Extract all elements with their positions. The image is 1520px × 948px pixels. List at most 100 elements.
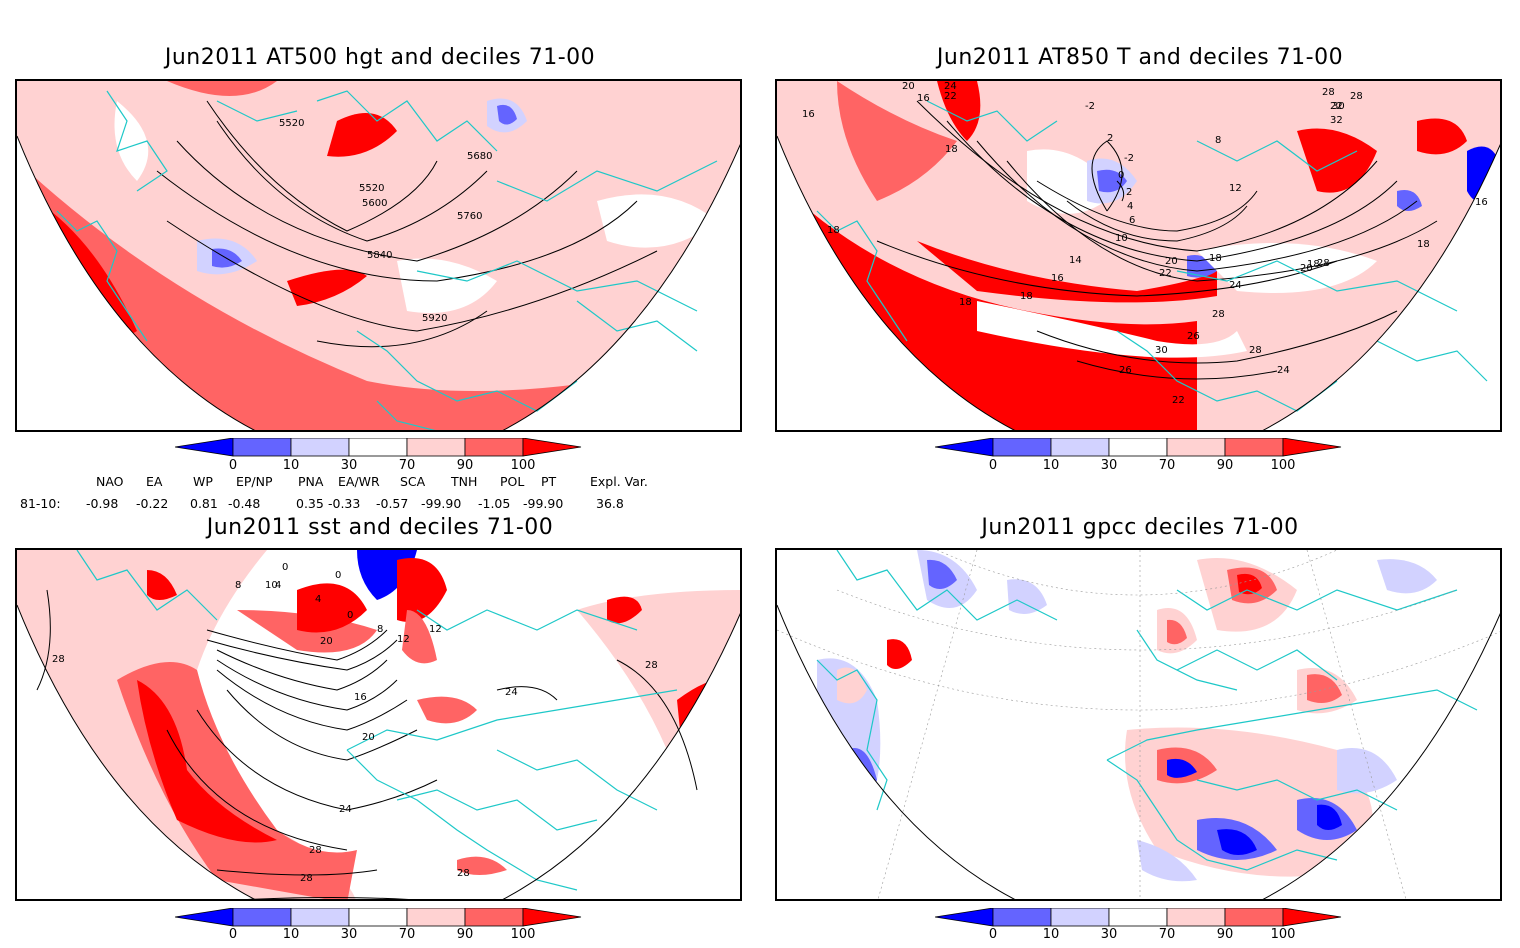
colorbar-tick: 70: [399, 927, 416, 940]
contour-label: 22: [944, 91, 957, 102]
contour-label: 5520: [359, 183, 384, 194]
colorbar-tick: 90: [1217, 927, 1234, 940]
contour-label: 12: [429, 624, 442, 635]
contour-label: 5600: [362, 198, 387, 209]
contour-label: 18: [1209, 253, 1222, 264]
contour-label: 5760: [457, 211, 482, 222]
contour-label: 18: [945, 144, 958, 155]
tc-header: TNH: [451, 474, 478, 489]
contour-label: 30: [1155, 345, 1168, 356]
tc-header: EP/NP: [236, 474, 273, 489]
contour-label: 20: [362, 732, 375, 743]
colorbar-bottom-right: 0 10 30 70 90 100: [934, 907, 1355, 948]
tc-value: -0.33: [328, 496, 361, 511]
colorbar-tick: 10: [283, 458, 300, 473]
colorbar-tick: 30: [1101, 458, 1118, 473]
contour-label: 5920: [422, 313, 447, 324]
contour-label: 16: [1051, 273, 1064, 284]
contour-label: 30: [1332, 101, 1345, 112]
tc-header: WP: [193, 474, 213, 489]
contour-label: 8: [377, 624, 383, 635]
contour-label: 20: [902, 81, 915, 92]
map-panel-at500: 5520 5680 5520 5600 5760 5840 5920: [15, 79, 742, 432]
contour-label: 24: [1229, 280, 1242, 291]
contour-label: -2: [1085, 101, 1095, 112]
tc-value: -0.57: [376, 496, 409, 511]
contour-label: 24: [339, 804, 352, 815]
map-sst: 28 8 10 0 4 0 4 0 8 12 12 16 20 24 24 28…: [17, 550, 740, 899]
colorbar-tick: 90: [457, 927, 474, 940]
contour-label: 8: [1215, 135, 1221, 146]
panel-title-gpcc: Jun2011 gpcc deciles 71-00: [981, 515, 1299, 540]
colorbar-tick: 0: [229, 927, 237, 940]
tc-header: EA/WR: [338, 474, 380, 489]
map-panel-sst: 28 8 10 0 4 0 4 0 8 12 12 16 20 24 24 28…: [15, 548, 742, 901]
colorbar-tick: 30: [341, 927, 358, 940]
contour-label: 10: [1115, 233, 1128, 244]
colorbar-top-right: 0 10 30 70 90 100: [934, 437, 1355, 478]
contour-label: 18: [827, 225, 840, 236]
contour-label: 28: [1317, 258, 1330, 269]
tc-value: -0.98: [86, 496, 119, 511]
contour-label: 16: [802, 109, 815, 120]
contour-label: 28: [1350, 91, 1363, 102]
tc-header: SCA: [400, 474, 426, 489]
colorbar-top-left: 0 10 30 70 90 100: [174, 437, 595, 478]
colorbar-tick: 0: [989, 927, 997, 940]
tc-header: PNA: [298, 474, 324, 489]
contour-label: 16: [354, 692, 367, 703]
map-at500: 5520 5680 5520 5600 5760 5840 5920: [17, 81, 740, 430]
map-panel-gpcc: [775, 548, 1502, 901]
colorbar-bottom-left: 0 10 30 70 90 100: [174, 907, 595, 948]
colorbar-tick: 10: [1043, 927, 1060, 940]
contour-label: 0: [282, 562, 288, 573]
panel-title-at500: Jun2011 AT500 hgt and deciles 71-00: [164, 45, 596, 70]
colorbar-svg: 0 10 30 70 90 100: [934, 907, 1342, 942]
colorbar-tick: 30: [341, 458, 358, 473]
contour-label: 4: [1127, 201, 1133, 212]
contour-label: 12: [397, 634, 410, 645]
contour-label: 5680: [467, 151, 492, 162]
contour-label: 14: [1069, 255, 1082, 266]
teleconnection-values: 81-10: -0.98 -0.22 0.81 -0.48 0.35 -0.33…: [18, 496, 678, 512]
colorbar-tick: 10: [283, 927, 300, 940]
tc-value: -99.90: [523, 496, 564, 511]
contour-label: 28: [309, 845, 322, 856]
contour-label: -2: [1124, 153, 1134, 164]
tc-value: -99.90: [421, 496, 462, 511]
contour-label: 28: [457, 868, 470, 879]
contour-label: 2: [1107, 133, 1113, 144]
colorbar-svg: 0 10 30 70 90 100: [174, 437, 582, 473]
colorbar-svg: 0 10 30 70 90 100: [174, 907, 582, 942]
contour-label: 4: [275, 580, 281, 591]
colorbar-tick: 70: [399, 458, 416, 473]
colorbar-tick: 90: [457, 458, 474, 473]
contour-label: 6: [1129, 215, 1135, 226]
contour-label: 10: [265, 580, 278, 591]
contour-label: 28: [1249, 345, 1262, 356]
tc-header: NAO: [96, 474, 124, 489]
tc-value: 0.81: [190, 496, 218, 511]
contour-label: 5520: [279, 118, 304, 129]
colorbar-tick: 70: [1159, 458, 1176, 473]
contour-label: 18: [1307, 259, 1320, 270]
map-at850: 20 24 22 16 18 16 -2 2 -2 0 2 4 6 8 12 1…: [777, 81, 1500, 430]
contour-label: 12: [1229, 183, 1242, 194]
contour-label: 24: [1277, 365, 1290, 376]
tc-row-label: 81-10:: [20, 496, 61, 511]
contour-label: 28: [645, 660, 658, 671]
colorbar-tick: 100: [511, 927, 536, 940]
tc-value: -0.22: [136, 496, 169, 511]
contour-label: 24: [944, 81, 957, 92]
contour-label: 5840: [367, 250, 392, 261]
colorbar-tick: 30: [1101, 927, 1118, 940]
map-panel-at850: 20 24 22 16 18 16 -2 2 -2 0 2 4 6 8 12 1…: [775, 79, 1502, 432]
contour-label: 28: [300, 873, 313, 884]
colorbar-tick: 70: [1159, 927, 1176, 940]
contour-label: 32: [1330, 115, 1343, 126]
contour-label: 2: [1126, 187, 1132, 198]
contour-label: 20: [320, 636, 333, 647]
tc-value: -0.48: [228, 496, 261, 511]
colorbar-tick: 0: [229, 458, 237, 473]
map-gpcc: [777, 550, 1500, 899]
